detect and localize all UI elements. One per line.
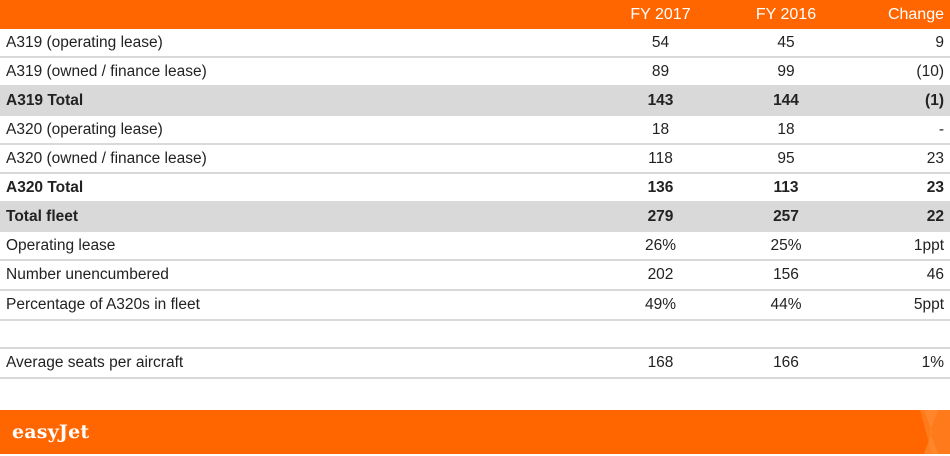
row-change: (1) <box>925 91 944 109</box>
row-fy2016: 45 <box>777 33 795 51</box>
row-change: 1% <box>921 354 944 371</box>
row-fy2016: 95 <box>777 149 795 167</box>
header-fy2017: FY 2017 <box>630 5 691 23</box>
row-fy2016: 166 <box>773 354 799 371</box>
row-label: A319 Total <box>6 91 84 109</box>
header-change: Change <box>887 5 944 23</box>
row-change: 9 <box>935 33 944 51</box>
footer-banner: easyJet <box>0 410 950 454</box>
row-fy2017: 89 <box>651 62 670 80</box>
row-fy2017: 279 <box>647 207 674 225</box>
row-fy2016: 25% <box>770 236 802 254</box>
table-row: Number unencumbered 202 156 46 <box>0 261 950 291</box>
row-label: A320 (owned / finance lease) <box>6 149 207 167</box>
row-fy2017: 136 <box>647 178 674 196</box>
row-fy2017: 18 <box>651 120 670 138</box>
row-fy2017: 54 <box>651 33 670 51</box>
row-label: Percentage of A320s in fleet <box>6 296 200 313</box>
table-row: A320 (owned / finance lease) 118 95 23 <box>0 145 950 174</box>
row-change: 1ppt <box>913 236 944 254</box>
row-label: Number unencumbered <box>6 266 169 283</box>
row-label: A319 (operating lease) <box>6 33 163 51</box>
table-row: Average seats per aircraft 168 166 1% <box>0 349 950 379</box>
row-change: 46 <box>926 266 944 283</box>
easyjet-logo: easyJet <box>12 421 90 443</box>
row-fy2017: 118 <box>648 149 673 167</box>
table-row: Percentage of A320s in fleet 49% 44% 5pp… <box>0 291 950 321</box>
row-change: 23 <box>926 149 944 167</box>
table-row: A319 (owned / finance lease) 89 99 (10) <box>0 58 950 87</box>
row-change: 22 <box>926 207 944 225</box>
row-change: - <box>938 120 944 138</box>
row-label: A320 (operating lease) <box>6 120 163 138</box>
orange-flag-icon <box>920 410 950 454</box>
row-fy2017: 49% <box>644 296 677 313</box>
table-row: A319 (operating lease) 54 45 9 <box>0 29 950 58</box>
row-label: Average seats per aircraft <box>6 354 184 371</box>
header-fy2016: FY 2016 <box>755 5 817 23</box>
total-fleet-row: Total fleet 279 257 22 <box>0 203 950 232</box>
row-fy2017: 143 <box>647 91 674 109</box>
row-fy2016: 99 <box>777 62 795 80</box>
row-fy2016: 113 <box>773 178 799 196</box>
row-fy2016: 18 <box>777 120 795 138</box>
table-header: FY 2017 FY 2016 Change <box>0 0 950 29</box>
subtotal-row: A320 Total 136 113 23 <box>0 174 950 203</box>
fleet-table: FY 2017 FY 2016 Change A319 (operating l… <box>0 0 950 379</box>
row-change: (10) <box>916 62 944 80</box>
row-label: A319 (owned / finance lease) <box>6 62 207 80</box>
row-fy2016: 44% <box>770 296 802 313</box>
row-fy2016: 257 <box>773 207 799 225</box>
total-row: A319 Total 143 144 (1) <box>0 87 950 116</box>
row-change: 5ppt <box>913 296 944 313</box>
table-row: Operating lease 26% 25% 1ppt <box>0 232 950 261</box>
table-row: A320 (operating lease) 18 18 - <box>0 116 950 145</box>
row-fy2017: 26% <box>644 236 677 254</box>
row-label: Operating lease <box>6 236 116 254</box>
row-change: 23 <box>926 178 944 196</box>
row-fy2017: 168 <box>647 354 674 371</box>
row-fy2016: 144 <box>773 91 799 109</box>
spacer-row <box>0 321 950 349</box>
row-fy2016: 156 <box>773 266 799 283</box>
row-fy2017: 202 <box>647 266 674 283</box>
row-label: A320 Total <box>6 178 84 196</box>
row-label: Total fleet <box>6 207 79 225</box>
